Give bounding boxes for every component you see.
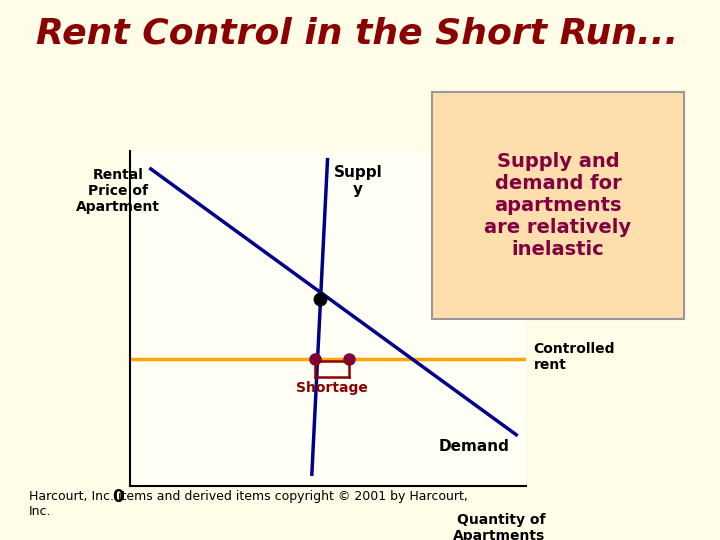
Text: Controlled
rent: Controlled rent <box>534 342 615 372</box>
Text: 0: 0 <box>112 488 123 505</box>
Text: Rent Control in the Short Run...: Rent Control in the Short Run... <box>36 16 678 50</box>
Text: Demand: Demand <box>439 439 510 454</box>
Text: Harcourt, Inc. items and derived items copyright © 2001 by Harcourt,
Inc.: Harcourt, Inc. items and derived items c… <box>29 490 468 518</box>
Text: Shortage: Shortage <box>296 381 368 395</box>
Text: Suppl
y: Suppl y <box>333 165 382 197</box>
Text: Rental
Price of
Apartment: Rental Price of Apartment <box>76 168 160 214</box>
Text: Quantity of
Apartments: Quantity of Apartments <box>453 513 546 540</box>
Text: Supply and
demand for
apartments
are relatively
inelastic: Supply and demand for apartments are rel… <box>485 152 631 259</box>
